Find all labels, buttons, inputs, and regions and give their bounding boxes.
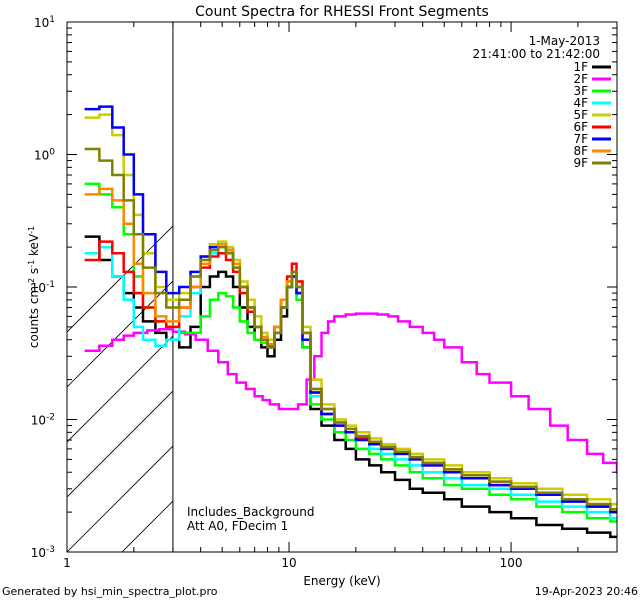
y-tick-label: 100 — [34, 148, 55, 163]
y-tick-label: 10-2 — [31, 413, 55, 428]
footer-timestamp: 19-Apr-2023 20:46 — [535, 585, 638, 598]
y-tick-label: 10-3 — [31, 545, 55, 560]
x-axis-ticks: 1 10 100 — [63, 22, 618, 570]
legend-label-8F: 8F — [573, 144, 588, 158]
plot-frame — [66, 21, 618, 553]
legend-label-7F: 7F — [573, 132, 588, 146]
legend-label-6F: 6F — [573, 120, 588, 134]
background-hatched-region — [67, 22, 640, 552]
series-9F — [84, 147, 617, 511]
y-axis-ticks: 10-3 10-2 10-1 100 101 — [31, 15, 617, 560]
chart-title: Count Spectra for RHESSI Front Segments — [195, 4, 489, 20]
hatch-line — [67, 445, 173, 552]
x-tick-label: 10 — [281, 556, 296, 570]
series-8F — [84, 187, 617, 511]
annotation-attenuator: Att A0, FDecim 1 — [187, 519, 288, 533]
hatch-line — [67, 225, 173, 333]
hatch-line — [67, 390, 173, 498]
series-6F — [84, 240, 617, 514]
hatch-line — [67, 280, 173, 388]
time-range-label: 21:41:00 to 21:42:00 — [473, 47, 600, 61]
footer-generated-by: Generated by hsi_min_spectra_plot.pro — [2, 585, 218, 598]
legend-label-3F: 3F — [573, 84, 588, 98]
legend-label-5F: 5F — [573, 108, 588, 122]
y-tick-label: 10-1 — [31, 280, 55, 295]
legend-label-2F: 2F — [573, 72, 588, 86]
y-axis-label: counts cm-2 s-1 keV-1 — [27, 226, 42, 348]
legend-label-1F: 1F — [573, 60, 588, 74]
date-label: 1-May-2013 — [529, 34, 600, 48]
series-group — [84, 105, 617, 539]
y-tick-label: 101 — [34, 15, 55, 30]
legend-label-9F: 9F — [573, 156, 588, 170]
hatch-line — [617, 22, 640, 552]
series-7F — [84, 105, 617, 514]
series-5F — [84, 113, 617, 506]
x-tick-label: 1 — [63, 556, 71, 570]
x-tick-label: 100 — [500, 556, 523, 570]
legend-label-4F: 4F — [573, 96, 588, 110]
x-axis-label: Energy (keV) — [303, 574, 380, 588]
annotation-background: Includes_Background — [187, 505, 315, 519]
